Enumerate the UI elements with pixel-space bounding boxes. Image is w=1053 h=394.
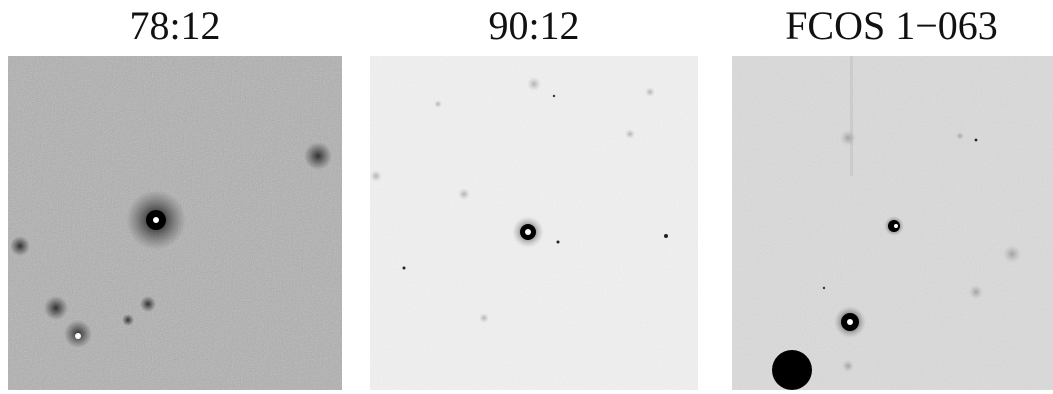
image-90-12: [370, 56, 698, 390]
image-panel-90-12: [370, 56, 698, 390]
panel-title-78-12: 78:12: [129, 3, 221, 48]
bright-star: [772, 350, 812, 390]
image-fcos-1-063: [732, 56, 1053, 390]
image-panel-78-12: [8, 56, 342, 390]
image-panel-fcos-1-063: [732, 56, 1053, 390]
panel-title-90-12: 90:12: [488, 3, 580, 48]
panel-title-fcos-1-063: FCOS 1−063: [785, 3, 998, 48]
image-78-12: [8, 56, 342, 390]
